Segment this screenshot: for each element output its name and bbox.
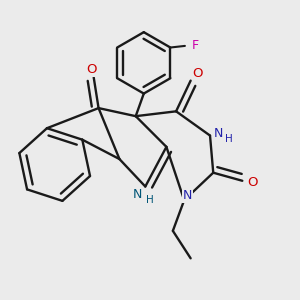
Text: O: O	[193, 67, 203, 80]
Text: H: H	[225, 134, 232, 144]
Text: F: F	[192, 39, 199, 52]
Text: H: H	[146, 195, 154, 205]
Text: N: N	[213, 128, 223, 140]
Text: N: N	[133, 188, 142, 201]
Text: O: O	[247, 176, 257, 189]
Text: O: O	[86, 63, 96, 76]
Text: N: N	[183, 189, 192, 202]
